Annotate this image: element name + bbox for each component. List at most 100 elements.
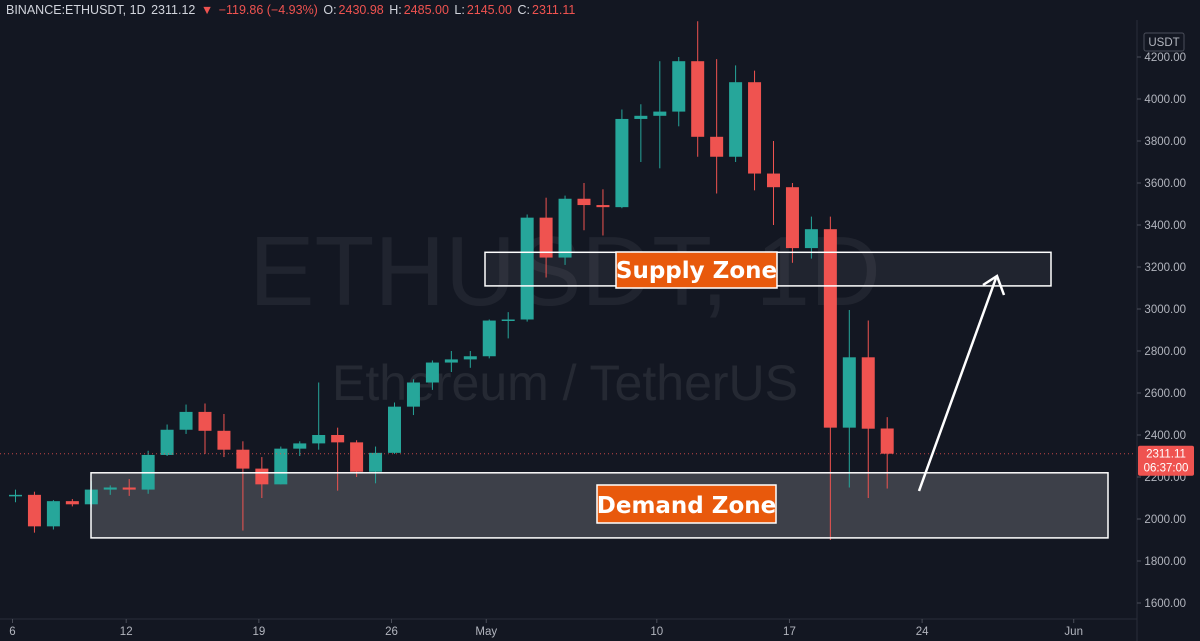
candle-body bbox=[312, 435, 326, 444]
price-tick-label: 2600.00 bbox=[1144, 388, 1186, 400]
down-arrow-icon: ▼ bbox=[200, 3, 214, 17]
candle bbox=[634, 104, 648, 162]
projection-arrow bbox=[917, 274, 1006, 492]
time-tick-label: 12 bbox=[120, 626, 133, 638]
arrow-shaft bbox=[917, 277, 998, 492]
low-value: 2145.00 bbox=[466, 3, 513, 17]
candle-body bbox=[596, 205, 610, 208]
arrow-head bbox=[982, 274, 1006, 296]
price-tick-label: 4000.00 bbox=[1144, 94, 1186, 106]
price-tick-label: 3200.00 bbox=[1144, 262, 1186, 274]
candle-body bbox=[388, 406, 401, 453]
candle bbox=[482, 319, 496, 359]
candle bbox=[103, 485, 117, 495]
candle-body bbox=[672, 61, 686, 112]
candle bbox=[217, 414, 231, 458]
time-tick-label: 19 bbox=[252, 626, 265, 638]
candle bbox=[293, 441, 307, 456]
high-value: 2485.00 bbox=[403, 3, 449, 17]
price-tag bbox=[1138, 445, 1194, 476]
price-axis[interactable]: 1600.001800.002000.002200.002400.002600.… bbox=[1136, 20, 1200, 641]
candle bbox=[9, 489, 22, 503]
candle-body bbox=[9, 494, 22, 497]
candle bbox=[501, 312, 515, 339]
candle-body bbox=[748, 82, 762, 174]
time-tick-label: 26 bbox=[385, 626, 398, 638]
candle-body bbox=[406, 382, 420, 407]
candle bbox=[748, 70, 762, 191]
zone-labels: Supply Zone Demand Zone bbox=[90, 251, 1109, 539]
candle bbox=[160, 424, 174, 456]
candle-body bbox=[710, 136, 724, 157]
candle bbox=[312, 382, 326, 450]
time-tick-label: 24 bbox=[916, 626, 929, 638]
candles bbox=[9, 21, 894, 540]
candle bbox=[842, 310, 856, 488]
watermark-name: Ethereum / TetherUS bbox=[332, 355, 798, 411]
candle-body bbox=[179, 411, 193, 430]
high-key: H: bbox=[389, 3, 402, 17]
candle bbox=[179, 404, 193, 434]
time-tick-label: 10 bbox=[650, 626, 663, 638]
close-value: 2311.11 bbox=[532, 3, 576, 17]
candle bbox=[122, 479, 136, 496]
candle bbox=[861, 320, 875, 498]
candle-body bbox=[293, 443, 307, 449]
low-key: L: bbox=[454, 3, 465, 17]
currency-label: USDT bbox=[1148, 37, 1179, 49]
candle-body bbox=[65, 501, 79, 505]
price-tick-label: 1600.00 bbox=[1144, 598, 1186, 610]
candle bbox=[425, 360, 439, 390]
currency-badge[interactable] bbox=[1143, 32, 1185, 52]
time-axis[interactable]: 6 12 19 26 May 10 17 24 Jun bbox=[0, 618, 1137, 638]
candle-body bbox=[691, 61, 705, 137]
candle bbox=[350, 440, 364, 477]
price-tag-value: 2311.11 bbox=[1146, 449, 1186, 461]
last-price: 2311.12 bbox=[151, 3, 196, 17]
candle bbox=[596, 189, 610, 236]
price-tick-label: 2800.00 bbox=[1144, 346, 1186, 358]
candle bbox=[27, 491, 41, 533]
time-tick-label: 17 bbox=[783, 626, 796, 638]
candle bbox=[444, 351, 458, 372]
price-tick-label: 3800.00 bbox=[1144, 136, 1186, 148]
candle bbox=[463, 351, 477, 368]
candle bbox=[388, 402, 401, 454]
price-tick-label: 2400.00 bbox=[1144, 430, 1186, 442]
price-tag-countdown: 06:37:00 bbox=[1144, 463, 1189, 475]
candle bbox=[577, 183, 591, 231]
price-tick-label: 3600.00 bbox=[1144, 178, 1186, 190]
candle bbox=[880, 417, 894, 489]
demand-zone-border bbox=[90, 472, 1109, 539]
time-tick-label: May bbox=[475, 626, 497, 638]
candle bbox=[558, 195, 572, 265]
candle bbox=[369, 446, 383, 484]
candle bbox=[767, 141, 780, 225]
price-tick-label: 1800.00 bbox=[1144, 556, 1186, 568]
candle-body bbox=[634, 115, 648, 119]
demand-zone-label-bg bbox=[596, 484, 777, 524]
demand-zone-label: Demand Zone bbox=[597, 493, 776, 519]
candle-body bbox=[615, 118, 629, 208]
candle-body bbox=[255, 468, 269, 485]
close-key: C: bbox=[517, 3, 531, 17]
price-tick-label: 3400.00 bbox=[1144, 220, 1186, 232]
price-tick-label: 2000.00 bbox=[1144, 514, 1186, 526]
candle-body bbox=[539, 217, 553, 258]
candle bbox=[274, 446, 288, 485]
candle bbox=[198, 403, 212, 454]
candle-body bbox=[861, 357, 875, 429]
candle-body bbox=[274, 448, 288, 485]
candle-body bbox=[823, 229, 837, 428]
candle-body bbox=[804, 229, 818, 249]
candle-body bbox=[520, 217, 534, 320]
candle-body bbox=[122, 487, 136, 490]
price-tick-label: 4200.00 bbox=[1144, 52, 1186, 64]
candle-body bbox=[767, 173, 780, 188]
candle-body bbox=[369, 452, 383, 472]
candle-body bbox=[463, 356, 477, 360]
candle bbox=[615, 109, 629, 209]
candle-body bbox=[577, 198, 591, 206]
